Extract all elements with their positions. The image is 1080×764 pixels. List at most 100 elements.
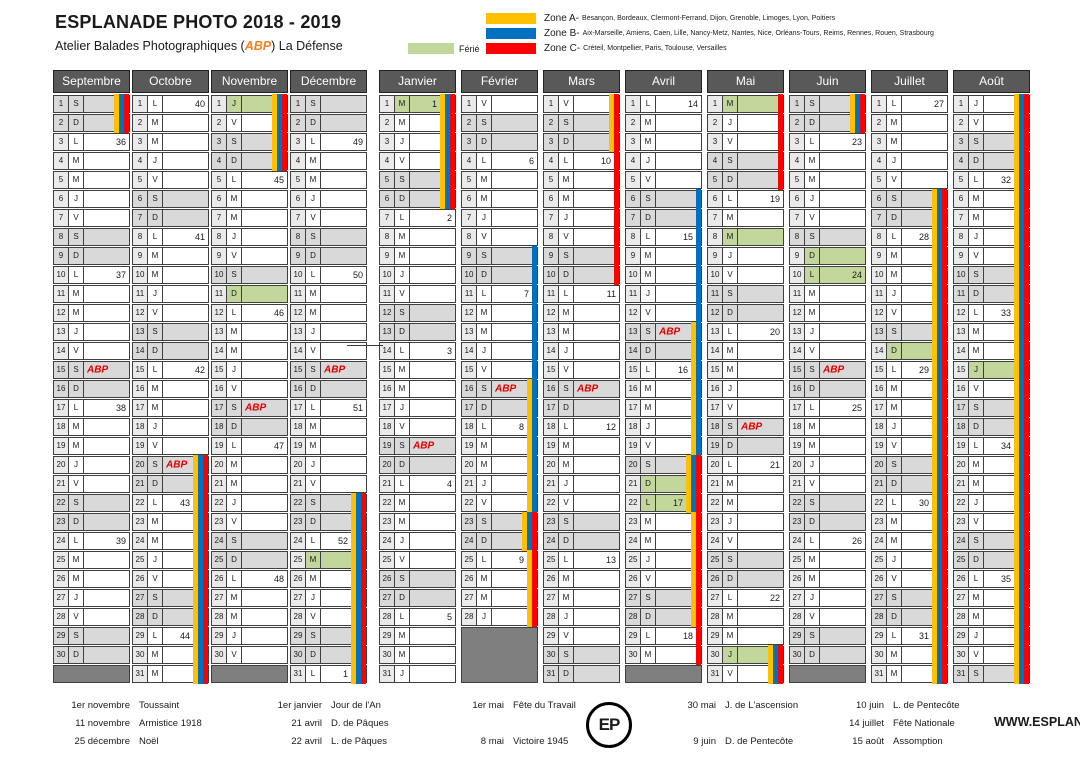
day-row: 18 D bbox=[211, 418, 288, 436]
day-content bbox=[83, 627, 130, 645]
zone-c-bar bbox=[942, 607, 947, 627]
zone-b-swatch bbox=[486, 28, 536, 39]
zone-b-bar bbox=[445, 132, 450, 152]
day-letter: M bbox=[640, 532, 656, 550]
zone-c-bar bbox=[942, 322, 947, 342]
day-content bbox=[819, 228, 866, 246]
day-letter: S bbox=[147, 323, 163, 341]
day-number: 12 bbox=[871, 304, 887, 322]
zone-a-bar bbox=[272, 151, 277, 171]
zone-c-bar bbox=[1024, 94, 1029, 114]
zone-c-bar bbox=[942, 398, 947, 418]
day-number: 6 bbox=[53, 190, 69, 208]
day-row: 29 S bbox=[789, 627, 866, 645]
zone-c-bar bbox=[450, 94, 455, 114]
day-row: 19 L 47 bbox=[211, 437, 288, 455]
day-number: 9 bbox=[953, 247, 969, 265]
zone-c-bar bbox=[1024, 208, 1029, 228]
day-content bbox=[241, 132, 288, 152]
day-letter: M bbox=[886, 247, 902, 265]
day-row: 23 D bbox=[290, 512, 367, 532]
day-row: 23 M bbox=[132, 512, 209, 532]
zone-c-bar bbox=[1024, 379, 1029, 399]
day-letter: J bbox=[804, 190, 820, 208]
zone-c-bar bbox=[203, 626, 208, 646]
day-content: 4 bbox=[409, 475, 456, 493]
zone-c-bar bbox=[1024, 341, 1029, 361]
day-letter: L bbox=[394, 209, 410, 227]
day-content bbox=[573, 113, 620, 133]
day-number: 25 bbox=[871, 551, 887, 569]
zone-a-bar bbox=[609, 113, 614, 133]
day-row: 28 D bbox=[625, 607, 702, 627]
zone-b-bar bbox=[532, 379, 537, 399]
zone-a-bar bbox=[691, 436, 696, 456]
day-number: 12 bbox=[789, 304, 805, 322]
day-letter: J bbox=[394, 133, 410, 151]
day-content bbox=[901, 152, 948, 170]
day-row: 21 J bbox=[543, 475, 620, 493]
day-number: 4 bbox=[461, 152, 477, 170]
day-number: 3 bbox=[461, 133, 477, 151]
day-content: 36 bbox=[83, 133, 130, 151]
day-row: 10 M bbox=[625, 265, 702, 285]
day-content bbox=[901, 379, 948, 399]
holiday-name: L. de Pâques bbox=[331, 736, 387, 747]
day-letter: V bbox=[558, 361, 574, 379]
day-content bbox=[737, 151, 784, 171]
day-row: 10 D bbox=[543, 265, 620, 285]
day-letter: M bbox=[226, 209, 242, 227]
abp-marker: ABP bbox=[413, 440, 435, 452]
zone-c-label: Zone C bbox=[544, 43, 577, 54]
zone-a-bar bbox=[686, 493, 691, 513]
day-content bbox=[320, 323, 367, 341]
day-letter: J bbox=[886, 551, 902, 569]
day-row: 18 V bbox=[379, 418, 456, 436]
day-content bbox=[819, 513, 866, 531]
day-letter: D bbox=[476, 266, 492, 284]
day-content bbox=[655, 607, 702, 627]
day-letter: M bbox=[226, 475, 242, 493]
zone-a-bar bbox=[932, 664, 937, 684]
day-content bbox=[162, 418, 209, 436]
zone-a-label: Zone A bbox=[544, 13, 576, 24]
day-content bbox=[737, 551, 784, 569]
day-row: 14 L 3 bbox=[379, 342, 456, 360]
day-number: 26 bbox=[53, 570, 69, 588]
day-row: 30 S bbox=[543, 646, 620, 664]
day-letter: S bbox=[968, 266, 984, 284]
day-content bbox=[819, 190, 866, 208]
holiday-row: 1er janvier Jour de l'An bbox=[252, 697, 434, 715]
day-content bbox=[241, 456, 288, 474]
day-letter: S bbox=[68, 361, 84, 379]
day-number: 23 bbox=[132, 513, 148, 531]
day-row: 20 J bbox=[789, 456, 866, 474]
day-row: 19 V bbox=[871, 436, 948, 456]
day-content bbox=[83, 608, 130, 626]
day-letter: D bbox=[68, 247, 84, 265]
day-letter: V bbox=[305, 209, 321, 227]
month-juillet: Juillet 1 L 27 2 M 3 M 4 J 5 V 6 S 7 D 8 L 28 9 M 10 M 11 J 12 V 13… bbox=[871, 70, 948, 684]
day-letter: M bbox=[640, 380, 656, 398]
day-content bbox=[320, 190, 367, 208]
day-row: 13 J bbox=[53, 323, 130, 341]
week-number: 19 bbox=[769, 194, 780, 204]
day-letter: V bbox=[722, 665, 738, 683]
day-row: 27 D bbox=[379, 589, 456, 607]
day-content: 33 bbox=[983, 303, 1030, 323]
day-number: 22 bbox=[707, 494, 723, 512]
day-letter: J bbox=[804, 456, 820, 474]
zone-b-bar bbox=[1019, 341, 1024, 361]
day-content bbox=[241, 151, 288, 171]
zone-c-bar bbox=[1024, 645, 1029, 665]
day-content bbox=[162, 437, 209, 455]
day-number: 6 bbox=[789, 190, 805, 208]
day-row: 28 L 5 bbox=[379, 608, 456, 626]
day-letter: S bbox=[640, 456, 656, 474]
day-number: 23 bbox=[707, 513, 723, 531]
day-number: 26 bbox=[211, 570, 227, 588]
zone-c-bar bbox=[696, 645, 701, 665]
day-row: 27 M bbox=[211, 589, 288, 607]
